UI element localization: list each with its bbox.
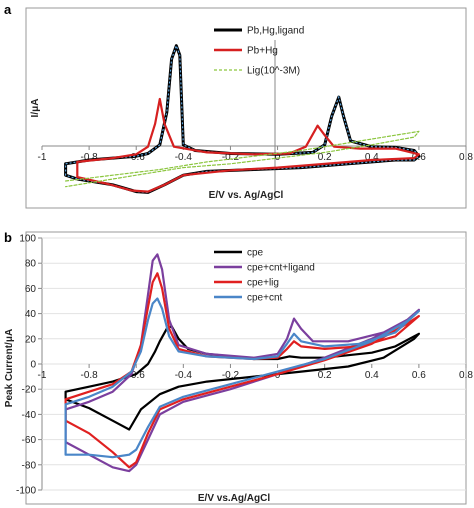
chart-b-series-cpe-cnt (64, 297, 420, 459)
chart-b-x-tick-label: -0.8 (80, 370, 98, 381)
chart-b-legend-label-cpe-cnt: cpe+cnt (247, 293, 283, 304)
chart-b-y-tick-label: -40 (22, 410, 37, 421)
panel-b-letter: b (4, 230, 12, 245)
chart-a-series-pb-hg (76, 97, 420, 193)
chart-a-x-tick-label: 0.8 (459, 152, 473, 163)
chart-b-x-tick-label: -1 (38, 370, 47, 381)
chart-b-legend-label-cpe-lig: cpe+lig (247, 278, 279, 289)
chart-b-x-tick-label: 0.4 (365, 370, 379, 381)
chart-b-legend-label-cpe-cnt-ligand: cpe+cnt+ligand (247, 263, 315, 274)
chart-b-x-axis-title: E/V vs.Ag/AgCl (198, 493, 270, 504)
chart-b-y-tick-label: 40 (25, 309, 37, 320)
chart-b-y-tick-label: 20 (25, 334, 37, 345)
chart-b-series-cpe-lig (64, 272, 420, 469)
chart-panel-b: -1 -0.8 -0.6 -0.4 -0.2 0 0.2 0.4 0.6 0.8 -100 -80 -… (4, 231, 473, 505)
chart-b-y-tick-label: 100 (19, 234, 36, 245)
chart-b-x-tick-label: 0.6 (412, 370, 426, 381)
chart-a-series-lig-10-3m (65, 130, 420, 188)
chart-b-x-tick-label: -0.4 (175, 370, 193, 381)
chart-a-x-tick-label: -0.4 (175, 152, 193, 163)
chart-b-series-cpe (64, 325, 420, 431)
chart-a-legend-label-pb-hg: Pb+Hg (247, 46, 278, 57)
chart-b-x-tick-label: 0 (275, 370, 281, 381)
chart-a-x-tick-label: 0.2 (318, 152, 332, 163)
chart-b-x-tick-label: 0.2 (318, 370, 332, 381)
chart-b-x-tick-label: 0.8 (459, 370, 473, 381)
chart-panel-a: -1 -0.8 -0.6 -0.4 -0.2 0 0.2 0.4 0.6 0.8 Pb,Hg,li… (25, 7, 473, 209)
chart-a-x-axis-title: E/V vs. Ag/AgCl (209, 190, 284, 201)
chart-b-y-tick-label: -80 (22, 460, 37, 471)
chart-b-x-tick-label: -0.2 (222, 370, 240, 381)
chart-b-x-tick-label: -0.6 (128, 370, 146, 381)
chart-a-y-axis-title: I/μA (30, 99, 41, 118)
chart-a-legend-label-pb-hg-ligand: Pb,Hg,ligand (247, 26, 304, 37)
chart-a-x-tick-label: 0.4 (365, 152, 379, 163)
panel-a-letter: a (4, 2, 12, 17)
chart-a-x-tick-label: -1 (38, 152, 47, 163)
chart-a-legend-label-lig-10-3m: Lig(10^-3M) (247, 66, 300, 77)
chart-b-y-tick-label: 0 (30, 360, 36, 371)
chart-a-series-pb-hg-ligand-highlight (65, 43, 420, 194)
chart-b-series-cpe-cnt-ligand (64, 253, 420, 473)
chart-b-y-tick-label: -100 (16, 486, 36, 497)
chart-a-x-tick-label: -0.2 (222, 152, 240, 163)
chart-b-y-tick-label: 80 (25, 259, 37, 270)
chart-b-y-tick-label: -20 (22, 385, 37, 396)
chart-b-y-tick-label: 60 (25, 284, 37, 295)
chart-b-y-axis-title: Peak Current/μA (4, 329, 15, 407)
chart-b-y-tick-label: -60 (22, 435, 37, 446)
chart-a-x-tick-label: -0.8 (80, 152, 98, 163)
chart-a-frame (25, 7, 467, 209)
chart-b-legend-label-cpe: cpe (247, 248, 264, 259)
chart-b-frame (25, 231, 467, 505)
